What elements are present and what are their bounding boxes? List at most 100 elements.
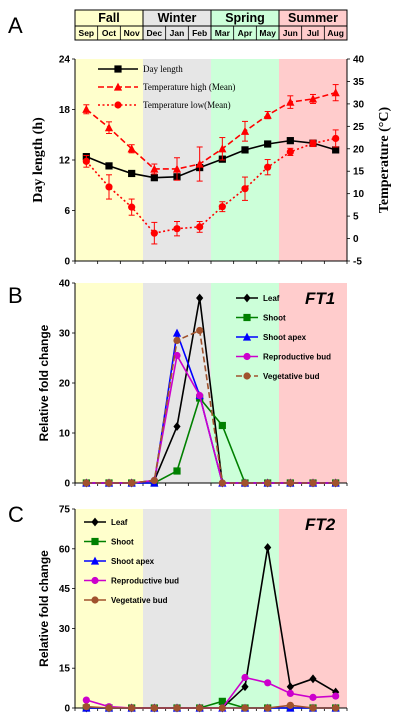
legend-marker bbox=[114, 101, 122, 109]
season-cell-spring bbox=[210, 9, 280, 41]
legend-label: Vegetative bud bbox=[111, 596, 168, 605]
month-label: Feb bbox=[192, 28, 207, 38]
data-point bbox=[128, 203, 136, 211]
month-label: Jul bbox=[307, 28, 319, 38]
season-cell-summer bbox=[278, 9, 348, 41]
legend-marker bbox=[243, 293, 251, 303]
data-point bbox=[332, 479, 340, 487]
month-label: Jun bbox=[283, 28, 298, 38]
legend-label: Reproductive bud bbox=[263, 353, 331, 362]
data-point bbox=[195, 159, 204, 168]
panel-letter-a: A bbox=[8, 13, 23, 38]
data-point bbox=[150, 229, 158, 237]
legend-label: Shoot apex bbox=[111, 557, 155, 566]
data-point bbox=[196, 293, 204, 303]
data-point bbox=[82, 104, 91, 113]
data-point bbox=[150, 476, 158, 485]
data-point bbox=[82, 157, 90, 165]
y-tick-label: 18 bbox=[59, 105, 71, 116]
season-band-winter bbox=[143, 283, 211, 483]
series-line-vegetative-bud bbox=[86, 704, 336, 709]
y-tick-label: 24 bbox=[59, 55, 71, 66]
y-tick-label: 30 bbox=[59, 329, 71, 340]
season-cell-fall bbox=[74, 9, 144, 41]
data-point bbox=[264, 543, 272, 552]
data-point bbox=[172, 164, 182, 173]
legend-label: Temperature high (Mean) bbox=[143, 82, 235, 92]
month-label: May bbox=[259, 28, 276, 38]
legend-label: Shoot apex bbox=[263, 333, 307, 342]
legend-label: Reproductive bud bbox=[111, 577, 179, 586]
data-point bbox=[286, 137, 294, 145]
data-point bbox=[218, 144, 227, 153]
legend-marker bbox=[243, 313, 251, 322]
y-tick-label: 15 bbox=[59, 664, 71, 675]
data-point bbox=[332, 134, 340, 143]
legend-label: Shoot bbox=[111, 538, 134, 547]
y-tick-label-right: 25 bbox=[353, 122, 365, 133]
data-point bbox=[150, 174, 158, 182]
season-label-summer: Summer bbox=[288, 11, 338, 25]
data-point bbox=[309, 704, 317, 712]
data-point bbox=[264, 479, 272, 487]
y-tick-label: 0 bbox=[64, 257, 70, 268]
y-tick-label: 12 bbox=[59, 156, 71, 167]
panel-a-chart: 0 6 12 18 24 -5 0 5 10 15 20 25 30 35 40 Day length (h)… bbox=[31, 55, 392, 268]
data-point bbox=[218, 479, 226, 487]
month-label: Jan bbox=[170, 28, 185, 38]
month-label: Oct bbox=[102, 28, 116, 38]
data-point bbox=[105, 183, 113, 191]
y-tick-label-right: 0 bbox=[353, 234, 359, 245]
y-tick-label: 45 bbox=[59, 584, 71, 595]
legend-marker bbox=[114, 65, 122, 73]
data-point bbox=[172, 328, 182, 337]
season-band-summer bbox=[279, 59, 347, 261]
gene-label: FT1 bbox=[305, 289, 335, 308]
legend-label: Temperature low(Mean) bbox=[143, 100, 231, 110]
data-point bbox=[173, 225, 181, 233]
legend-marker bbox=[243, 352, 251, 361]
data-point bbox=[286, 148, 294, 156]
data-point bbox=[196, 391, 204, 400]
data-point bbox=[264, 140, 272, 148]
data-point bbox=[150, 704, 158, 712]
y-tick-label-right: -5 bbox=[353, 257, 362, 268]
data-point bbox=[241, 479, 249, 487]
data-point bbox=[218, 421, 226, 430]
data-point bbox=[241, 146, 249, 154]
data-point bbox=[286, 97, 295, 106]
month-label: Nov bbox=[124, 28, 140, 38]
y-tick-label-right: 40 bbox=[353, 55, 365, 66]
data-point bbox=[104, 123, 114, 132]
data-point bbox=[264, 679, 272, 687]
month-label: Aug bbox=[327, 28, 344, 38]
month-label: Apr bbox=[238, 28, 253, 38]
data-point bbox=[128, 479, 136, 487]
data-point bbox=[286, 701, 294, 709]
data-point bbox=[332, 146, 340, 154]
data-point bbox=[196, 223, 204, 231]
panel-letter-c: C bbox=[8, 502, 24, 527]
y-tick-label-right: 30 bbox=[353, 99, 365, 110]
legend-label: Leaf bbox=[263, 294, 280, 303]
y-tick-label: 60 bbox=[59, 544, 71, 555]
data-point bbox=[173, 704, 181, 712]
data-point bbox=[127, 144, 136, 153]
data-point bbox=[218, 203, 226, 211]
legend-marker bbox=[242, 332, 252, 341]
y-tick-label: 30 bbox=[59, 624, 71, 635]
data-point bbox=[218, 704, 226, 712]
season-cell-winter bbox=[142, 9, 212, 41]
panel-b-chart: 0 10 20 30 40 Relative fold change FT1 Leaf Shoo… bbox=[37, 279, 348, 490]
data-point bbox=[286, 479, 294, 487]
data-point bbox=[196, 704, 204, 712]
data-point bbox=[241, 704, 249, 712]
data-point bbox=[331, 88, 340, 97]
y-tick-label: 10 bbox=[59, 429, 71, 440]
legend-marker bbox=[91, 517, 99, 527]
y-tick-label: 6 bbox=[64, 206, 70, 217]
y-tick-label: 0 bbox=[64, 704, 70, 713]
series-line-temperature-low-mean- bbox=[85, 137, 336, 235]
data-point bbox=[264, 163, 272, 171]
